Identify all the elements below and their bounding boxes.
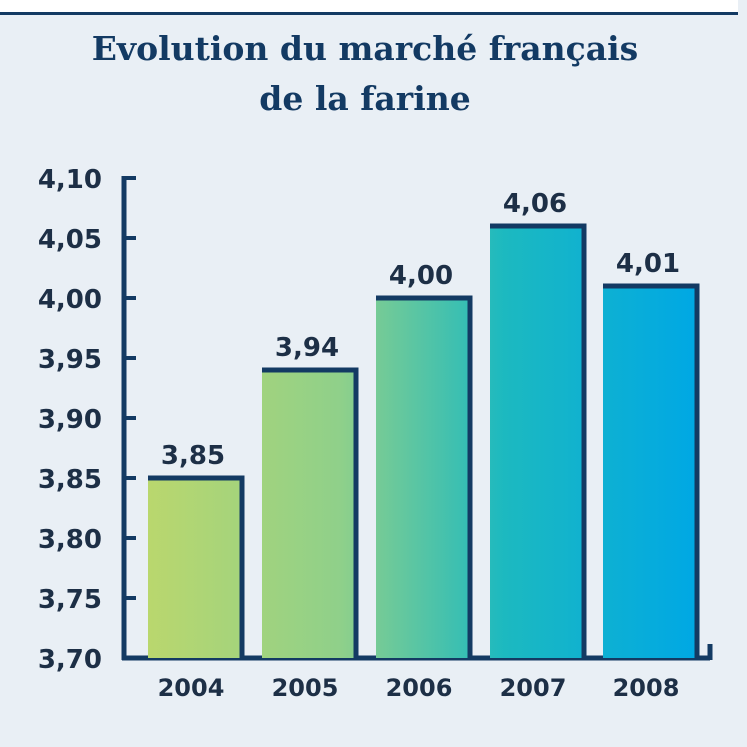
data-label: 4,00 (389, 261, 453, 291)
data-label: 4,01 (616, 249, 680, 279)
y-tick-label: 3,95 (38, 345, 102, 375)
data-label: 3,94 (275, 333, 339, 363)
x-tick-label: 2006 (386, 674, 453, 702)
bars (148, 223, 700, 658)
bar-outline (148, 475, 245, 658)
bar (376, 298, 470, 658)
bar (148, 478, 242, 658)
x-tick-label: 2008 (613, 674, 680, 702)
chart-title: Evolution du marché français (91, 29, 639, 68)
bar-outline (262, 367, 359, 658)
top-rule (0, 0, 738, 15)
labels: 3,70 3,75 3,80 3,85 3,90 3,95 4,00 4,05 4,10 3,85… (38, 165, 680, 702)
y-tick-label: 3,75 (38, 585, 102, 615)
y-tick-label: 3,70 (38, 645, 102, 675)
y-tick-label: 4,05 (38, 225, 102, 255)
chart-subtitle: de la farine (259, 79, 471, 118)
y-tick-label: 3,90 (38, 405, 102, 435)
chart-title-block: Evolution du marché français de la farin… (0, 24, 730, 124)
bar (603, 286, 697, 658)
x-tick-label: 2007 (500, 674, 567, 702)
y-tick-label: 3,85 (38, 465, 102, 495)
y-tick-label: 3,80 (38, 525, 102, 555)
data-label: 4,06 (503, 189, 567, 219)
bar (262, 370, 356, 658)
bar-outline (490, 223, 587, 658)
y-tick-label: 4,00 (38, 285, 102, 315)
x-tick-label: 2004 (158, 674, 225, 702)
bar-outline (603, 283, 700, 658)
bar-outline (376, 295, 473, 658)
x-tick-label: 2005 (272, 674, 339, 702)
y-tick-label: 4,10 (38, 165, 102, 195)
bar (490, 226, 584, 658)
data-label: 3,85 (161, 441, 225, 471)
